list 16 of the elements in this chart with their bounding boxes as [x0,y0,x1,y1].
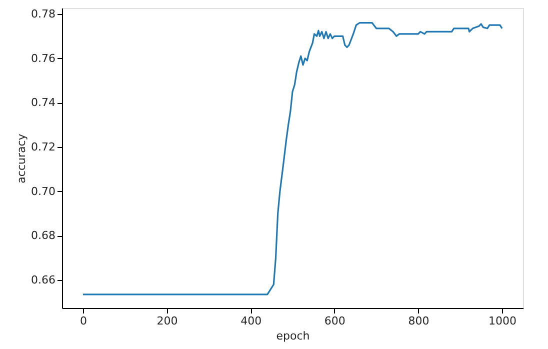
y-axis-title: accuracy [15,133,28,184]
y-tick-label: 0.74 [31,96,56,110]
y-tick-label: 0.78 [31,7,56,20]
y-tick-label: 0.66 [31,274,56,287]
x-tick-label: 400 [240,314,262,328]
x-tick-label: 200 [156,314,178,328]
line-series [82,22,503,296]
y-tick-label: 0.68 [31,229,56,242]
x-tick-label: 1000 [488,314,517,328]
x-axis-title: epoch [276,330,310,342]
x-tick-label: 0 [80,314,87,328]
x-tick-label: 800 [408,314,430,328]
y-tick-label: 0.70 [31,184,56,198]
y-tick-label: 0.76 [31,52,56,65]
y-tick-label: 0.72 [31,140,56,154]
x-tick-label: 600 [324,314,346,328]
